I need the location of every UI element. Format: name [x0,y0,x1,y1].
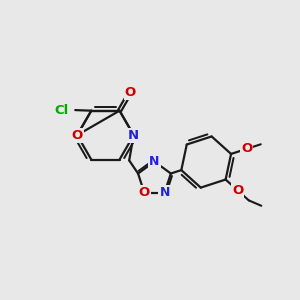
Text: O: O [232,184,243,197]
Text: O: O [124,86,136,99]
Text: Cl: Cl [54,103,68,117]
Text: N: N [159,186,170,199]
Text: N: N [149,155,160,168]
Text: O: O [72,129,83,142]
Text: O: O [139,186,150,199]
Text: O: O [241,142,252,155]
Text: N: N [128,129,139,142]
